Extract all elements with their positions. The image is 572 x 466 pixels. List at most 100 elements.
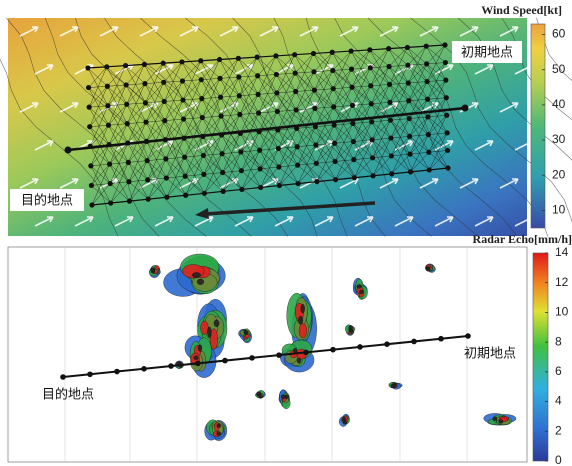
echo-cell (201, 321, 209, 335)
route-node (384, 341, 390, 347)
colorbar-tick-label: 50 (552, 62, 566, 76)
radar-map (8, 247, 527, 462)
route-node (438, 336, 444, 342)
network-node (162, 99, 167, 104)
network-node (295, 163, 300, 168)
route-node (303, 350, 309, 356)
network-node (349, 67, 354, 72)
colorbar-tick-label: 40 (552, 97, 566, 111)
network-node (350, 121, 355, 126)
network-node (295, 144, 300, 149)
colorbar-tick-label: 10 (552, 203, 566, 217)
network-node (405, 45, 410, 50)
network-node (202, 191, 207, 196)
network-node (123, 63, 128, 68)
start-label: 初期地点 (461, 46, 513, 61)
network-node (124, 102, 129, 107)
figure: Wind Speed[kt] 初期地点 目的地点 Radar Echo[mm/h… (0, 0, 572, 466)
network-node (258, 185, 263, 190)
colorbar-tick-label: 30 (552, 132, 566, 146)
network-node (368, 65, 373, 70)
network-node (407, 152, 412, 157)
route-node (195, 361, 201, 367)
route-node (114, 369, 120, 375)
network-node (108, 181, 113, 186)
route-node (87, 371, 93, 377)
network-node (406, 98, 411, 103)
network-node (257, 148, 262, 153)
network-node (387, 82, 392, 87)
network-node (217, 76, 222, 81)
colorbar-tick-label: 10 (555, 305, 569, 319)
echo-cell (217, 424, 221, 428)
network-node (220, 170, 225, 175)
network-node (220, 151, 225, 156)
network-node (106, 123, 111, 128)
network-node (351, 157, 356, 162)
network-node (198, 58, 203, 63)
network-node (218, 113, 223, 118)
network-node (85, 65, 90, 70)
echo-cell (301, 304, 305, 313)
network-node (180, 97, 185, 102)
network-node (105, 103, 110, 108)
network-node (388, 135, 393, 140)
network-node (276, 164, 281, 169)
network-node (239, 187, 244, 192)
network-node (201, 172, 206, 177)
echo-cell (151, 268, 155, 272)
network-node (368, 83, 373, 88)
network-node (330, 68, 335, 73)
network-node (350, 103, 355, 108)
network-node (89, 183, 94, 188)
echo-cell (426, 267, 430, 271)
network-node (332, 141, 337, 146)
network-node (370, 155, 375, 160)
goal-label: 目的地点 (21, 193, 73, 209)
network-node (142, 62, 147, 67)
network-node (367, 47, 372, 52)
network-node (143, 100, 148, 105)
network-node (88, 163, 93, 168)
network-node (294, 107, 299, 112)
echo-cell (299, 323, 307, 338)
colorbar-tick-label: 12 (555, 275, 569, 289)
route-node (60, 374, 66, 380)
echo-cell (207, 327, 211, 338)
network-node (217, 57, 222, 62)
network-node (201, 153, 206, 158)
route-node (330, 347, 336, 353)
echo-cell (357, 284, 361, 288)
network-node (313, 142, 318, 147)
network-node (296, 181, 301, 186)
network-node (386, 46, 391, 51)
network-node (389, 153, 394, 158)
network-node (161, 80, 166, 85)
colorbar-tick-label: 6 (555, 364, 562, 378)
network-node (408, 169, 413, 174)
network-node (218, 95, 223, 100)
network-node (256, 92, 261, 97)
network-node (369, 119, 374, 124)
network-node (407, 116, 412, 121)
colorbar-tick-label: 20 (552, 167, 566, 181)
network-node (331, 104, 336, 109)
network-node (142, 81, 147, 86)
network-node (146, 197, 151, 202)
echo-cell (214, 320, 219, 327)
network-node (424, 44, 429, 49)
network-node (86, 85, 91, 90)
network-node (221, 189, 226, 194)
network-node (389, 171, 394, 176)
network-node (163, 156, 168, 161)
network-node (445, 148, 450, 153)
network-node (274, 90, 279, 95)
colorbar-tick-label: 0 (555, 453, 562, 466)
echo-cell (493, 417, 497, 421)
echo-cell (285, 395, 289, 399)
network-node (311, 51, 316, 56)
network-node (405, 63, 410, 68)
network-node (445, 165, 450, 170)
echo-cell (198, 345, 202, 352)
network-node (312, 87, 317, 92)
